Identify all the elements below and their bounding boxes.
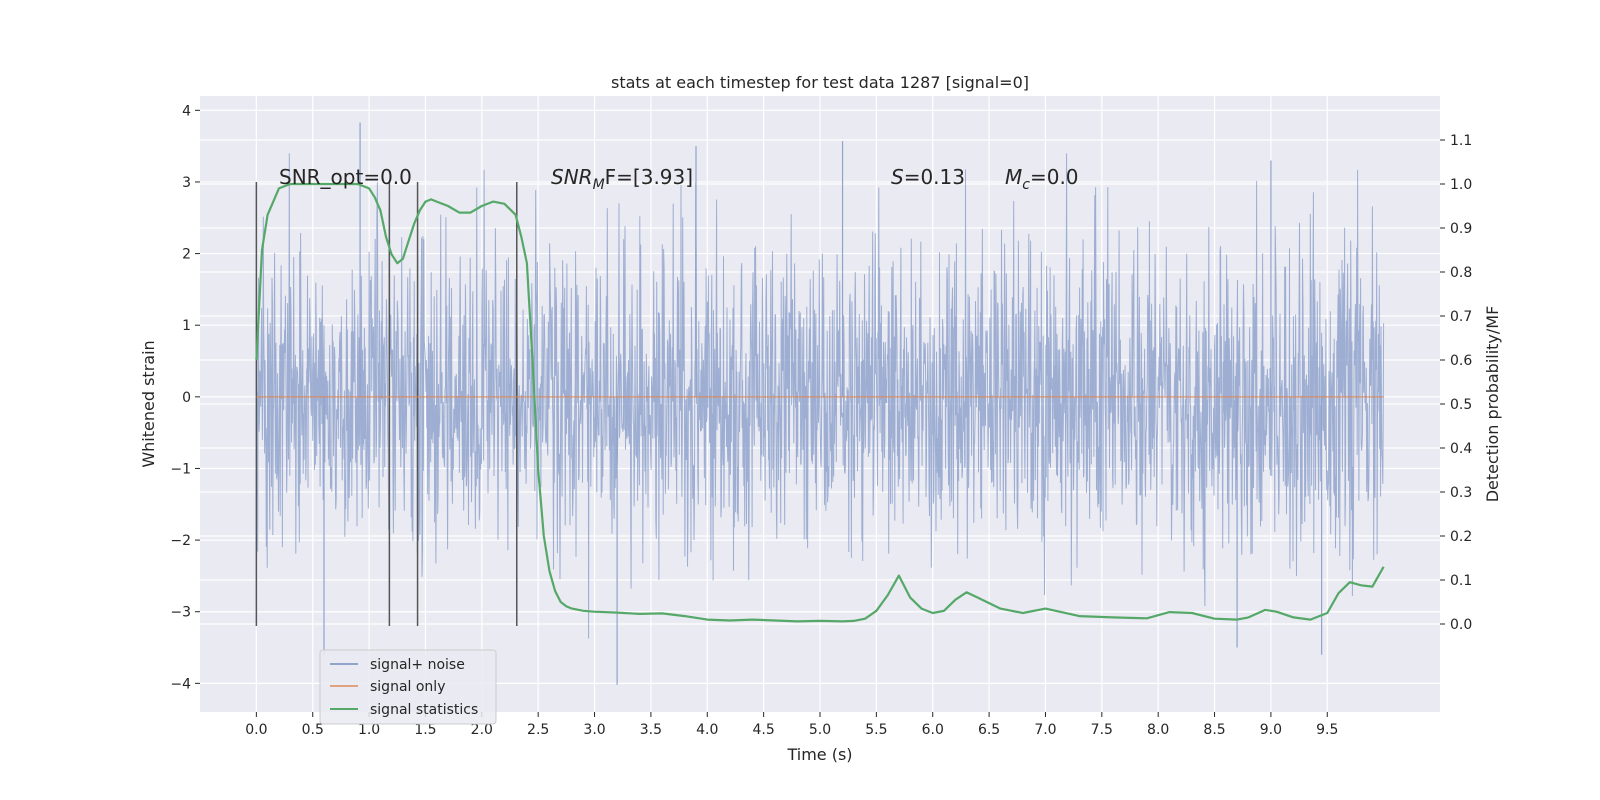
y-right-tick-label: 0.0 <box>1450 617 1472 633</box>
y-right-tick-label: 0.9 <box>1450 221 1472 237</box>
x-tick-label: 8.5 <box>1203 722 1225 738</box>
y-right-tick-label: 1.1 <box>1450 133 1472 149</box>
y-left-tick-label: 4 <box>182 103 191 119</box>
annotation-snr-opt: SNR_opt=0.0 <box>279 165 412 189</box>
x-tick-label: 1.5 <box>414 722 436 738</box>
y-right-tick-label: 0.3 <box>1450 485 1472 501</box>
x-tick-label: 6.5 <box>978 722 1000 738</box>
y-axis-right-label: Detection probability/MF <box>1483 306 1502 503</box>
x-tick-label: 6.0 <box>922 722 944 738</box>
x-tick-label: 3.0 <box>583 722 605 738</box>
y-right-tick-label: 0.6 <box>1450 353 1472 369</box>
legend-label-noise: signal+ noise <box>370 657 465 673</box>
legend-label-signal-only: signal only <box>370 679 445 695</box>
x-axis-label: Time (s) <box>786 745 852 764</box>
x-tick-label: 9.5 <box>1316 722 1338 738</box>
signal-statistics-series <box>255 182 1385 623</box>
annotation-snr-mf: SNRMF=[3.93] <box>551 165 693 193</box>
y-right-tick-label: 0.4 <box>1450 441 1472 457</box>
statistics-line <box>255 182 1385 623</box>
x-tick-label: 2.0 <box>471 722 493 738</box>
chart-title: stats at each timestep for test data 128… <box>611 73 1029 92</box>
y-right-tick-label: 0.8 <box>1450 265 1472 281</box>
y-left-tick-label: −3 <box>170 605 191 621</box>
x-tick-label: 5.0 <box>809 722 831 738</box>
legend-label-statistics: signal statistics <box>370 702 478 718</box>
x-tick-label: 7.0 <box>1034 722 1056 738</box>
axis-ticks: 0.0 0.5 1.0 1.5 2.0 2.5 3.0 3.5 4.0 4.5 5.0 5.5 6.0 6… <box>170 103 1472 738</box>
x-tick-label: 4.5 <box>753 722 775 738</box>
x-tick-label: 0.5 <box>302 722 324 738</box>
vertical-markers <box>255 181 518 627</box>
x-tick-label: 0.0 <box>245 722 267 738</box>
signal-noise-series <box>255 122 1385 685</box>
y-right-tick-label: 0.1 <box>1450 573 1472 589</box>
x-tick-label: 2.5 <box>527 722 549 738</box>
y-left-tick-label: 0 <box>182 390 191 406</box>
y-left-tick-label: −4 <box>170 676 191 692</box>
y-left-tick-label: −2 <box>170 533 191 549</box>
annotation-mc: Mc=0.0 <box>1005 165 1079 193</box>
legend: signal+ noise signal only signal statist… <box>319 649 497 725</box>
annotation-s: S=0.13 <box>891 165 965 189</box>
y-right-tick-label: 0.2 <box>1450 529 1472 545</box>
x-tick-label: 9.0 <box>1260 722 1282 738</box>
y-right-tick-label: 0.5 <box>1450 397 1472 413</box>
y-left-tick-label: 3 <box>182 175 191 191</box>
y-left-tick-label: 1 <box>182 318 191 334</box>
x-tick-label: 8.0 <box>1147 722 1169 738</box>
x-tick-label: 4.0 <box>696 722 718 738</box>
y-left-tick-label: −1 <box>170 461 191 477</box>
y-axis-left-label: Whitened strain <box>139 340 158 467</box>
legend-box <box>319 649 497 725</box>
y-left-tick-label: 2 <box>182 247 191 263</box>
noise-line <box>255 153 1385 639</box>
x-tick-label: 7.5 <box>1091 722 1113 738</box>
x-tick-label: 3.5 <box>640 722 662 738</box>
y-right-tick-label: 0.7 <box>1450 309 1472 325</box>
y-right-tick-label: 1.0 <box>1450 177 1472 193</box>
x-tick-label: 5.5 <box>865 722 887 738</box>
x-tick-label: 1.0 <box>358 722 380 738</box>
